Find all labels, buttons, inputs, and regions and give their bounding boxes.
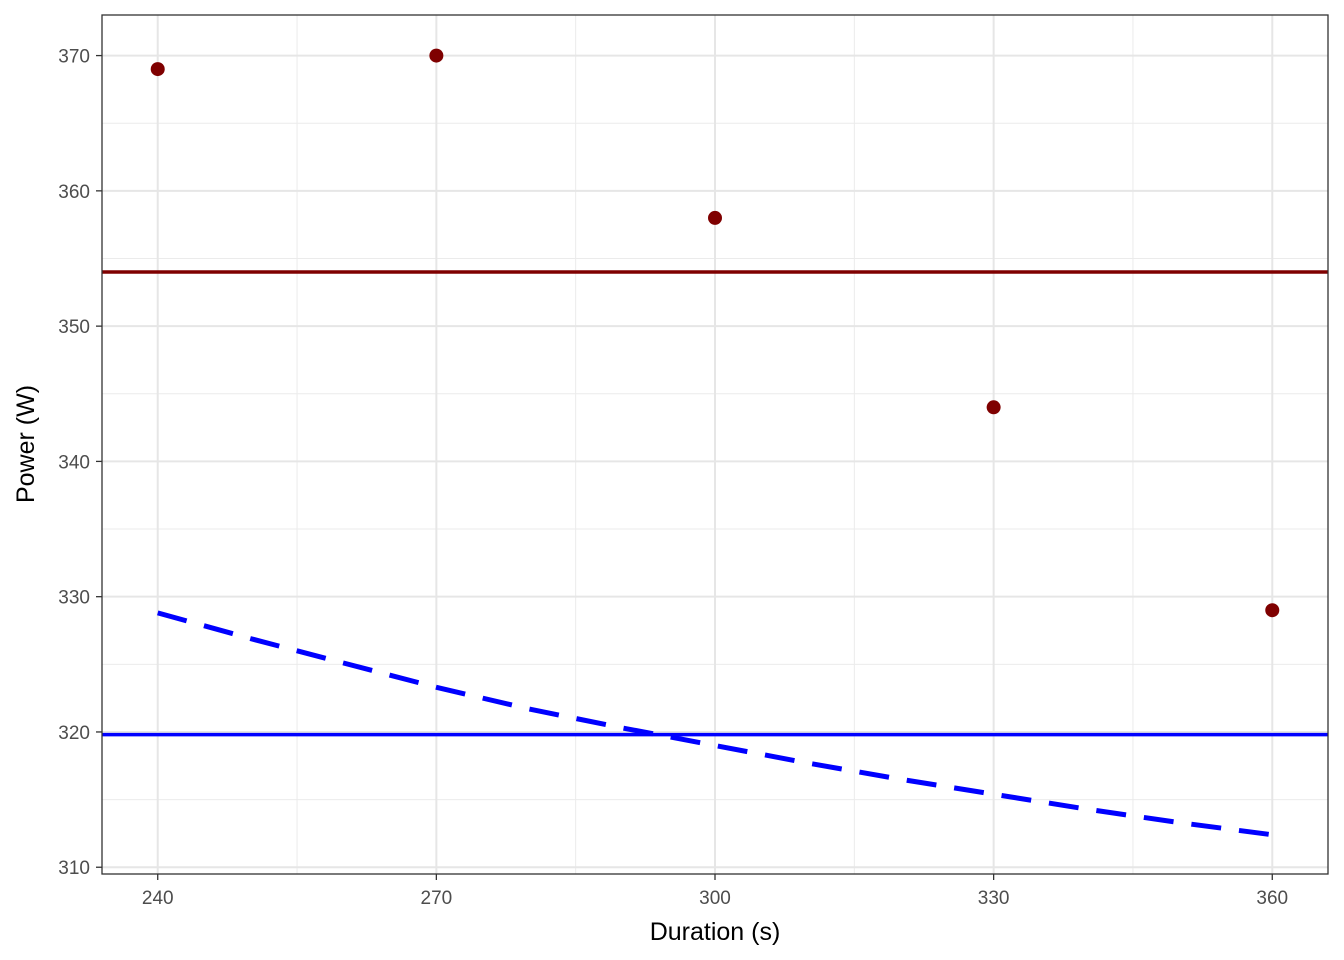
x-tick-label: 330 [978,888,1010,909]
data-point [986,400,1001,415]
y-tick-label: 350 [58,317,90,338]
data-points [150,48,1280,618]
data-point [1265,603,1280,618]
data-point [429,48,444,63]
y-axis: 310 320 330 340 350 360 370 [58,47,102,879]
y-axis-title: Power (W) [12,385,40,503]
y-tick-label: 370 [58,47,90,68]
x-tick-label: 360 [1256,888,1288,909]
y-tick-label: 320 [58,723,90,744]
y-tick-label: 360 [58,182,90,203]
x-tick-label: 300 [699,888,731,909]
y-tick-label: 340 [58,452,90,473]
grid-major [102,15,1328,874]
data-point [150,62,165,77]
x-tick-label: 270 [421,888,453,909]
x-axis: 240 270 300 330 360 [142,874,1288,909]
x-tick-label: 240 [142,888,174,909]
y-tick-label: 330 [58,588,90,609]
fit-curve [157,610,1273,838]
fit-curve-line [157,610,1273,838]
y-tick-label: 310 [58,858,90,879]
reference-lines [102,270,1328,737]
data-point [708,210,722,225]
x-axis-title: Duration (s) [650,918,781,946]
